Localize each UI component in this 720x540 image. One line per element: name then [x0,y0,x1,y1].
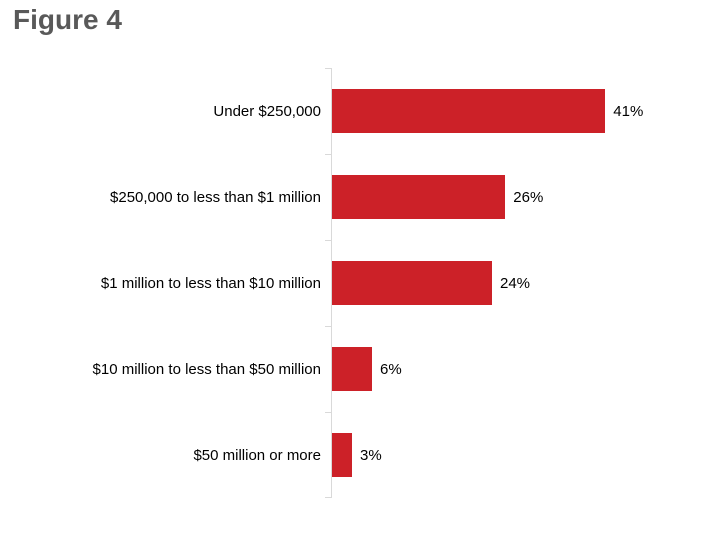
axis-tick [325,68,332,69]
category-label: $10 million to less than $50 million [92,360,321,378]
axis-tick [325,497,332,498]
bar [332,433,352,477]
value-label: 3% [360,446,382,464]
bar-row: $250,000 to less than $1 million 26% [0,154,720,240]
bar-row: Under $250,000 41% [0,68,720,154]
category-label: $1 million to less than $10 million [100,274,321,292]
bar [332,89,606,133]
category-label: Under $250,000 [213,102,321,120]
bar-chart-plot-area: Under $250,000 41% $250,000 to less than… [0,68,720,498]
axis-tick [325,154,332,155]
bar-group: 41% [332,68,643,154]
bar-row: $10 million to less than $50 million 6% [0,326,720,412]
axis-tick [325,240,332,241]
bar [332,261,492,305]
category-axis-line [331,68,332,498]
category-label: $50 million or more [193,446,321,464]
bar-group: 3% [332,412,382,498]
axis-tick [325,412,332,413]
value-label: 24% [500,274,531,292]
bar [332,347,372,391]
value-label: 41% [613,102,644,120]
bar-group: 6% [332,326,402,412]
category-label: $250,000 to less than $1 million [110,188,321,206]
value-label: 26% [513,188,544,206]
bar-group: 24% [332,240,530,326]
bar-row: $50 million or more 3% [0,412,720,498]
bar [332,175,506,219]
bar-group: 26% [332,154,543,240]
bar-row: $1 million to less than $10 million 24% [0,240,720,326]
axis-tick [325,326,332,327]
figure-title: Figure 4 [13,4,122,35]
value-label: 6% [380,360,402,378]
